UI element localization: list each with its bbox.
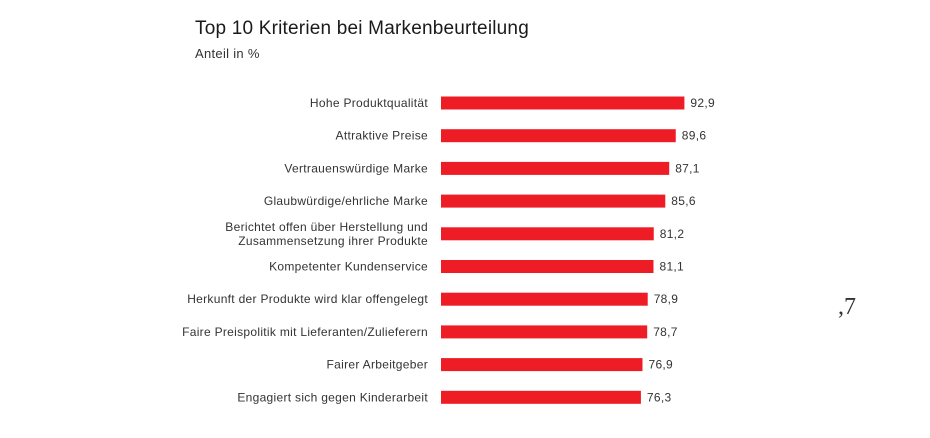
stray-value-fragment: ,7: [838, 294, 856, 320]
bar: [441, 292, 648, 306]
value-label: 81,1: [659, 260, 684, 274]
bar-row: Engagiert sich gegen Kinderarbeit 76,3: [237, 390, 671, 404]
bar: [441, 390, 641, 404]
bar: [441, 129, 676, 143]
bar-row: Glaubwürdige/ehrliche Marke 85,6: [264, 194, 696, 208]
bar: [441, 260, 654, 273]
chart-subtitle: Anteil in %: [195, 46, 260, 61]
category-label: Kompetenter Kundenservice: [269, 260, 428, 274]
bar-row: Attraktive Preise 89,6: [336, 129, 707, 143]
category-label: Attraktive Preise: [336, 129, 428, 143]
category-label: Engagiert sich gegen Kinderarbeit: [237, 390, 428, 404]
value-label: 89,6: [682, 129, 707, 143]
category-label: Hohe Produktqualität: [310, 96, 428, 110]
bar: [441, 161, 670, 175]
value-label: 76,9: [648, 358, 673, 372]
value-label: 87,1: [675, 161, 700, 175]
bar-row: Hohe Produktqualität 92,9: [310, 96, 715, 110]
category-label: Herkunft der Produkte wird klar offengel…: [187, 292, 428, 306]
bar: [441, 358, 643, 372]
bar-row: Herkunft der Produkte wird klar offengel…: [187, 292, 678, 306]
category-label: Fairer Arbeitgeber: [327, 358, 428, 372]
bar: [441, 96, 685, 110]
category-label: Faire Preispolitik mit Lieferanten/Zulie…: [182, 325, 428, 339]
bar-row: Kompetenter Kundenservice 81,1: [269, 260, 684, 274]
bar-row: Faire Preispolitik mit Lieferanten/Zulie…: [182, 325, 678, 339]
bar: [441, 227, 654, 241]
value-label: 92,9: [690, 96, 715, 110]
value-label: 78,7: [653, 325, 678, 339]
category-label: Vertrauenswürdige Marke: [284, 161, 428, 175]
value-label: 76,3: [647, 390, 672, 404]
bar-row: Vertrauenswürdige Marke 87,1: [284, 161, 699, 175]
bar: [441, 325, 648, 339]
value-label: 78,9: [654, 292, 679, 306]
bar: [441, 194, 666, 208]
category-label: Glaubwürdige/ehrliche Marke: [264, 194, 428, 208]
chart-title: Top 10 Kriterien bei Markenbeurteilung: [195, 18, 529, 39]
category-label: Berichtet offen über Herstellung und Zusa…: [225, 220, 428, 248]
value-label: 85,6: [671, 194, 696, 208]
bar-row: Fairer Arbeitgeber 76,9: [327, 358, 673, 372]
value-label: 81,2: [660, 227, 685, 241]
bar-row: Berichtet offen über Herstellung und Zusa…: [225, 220, 684, 248]
